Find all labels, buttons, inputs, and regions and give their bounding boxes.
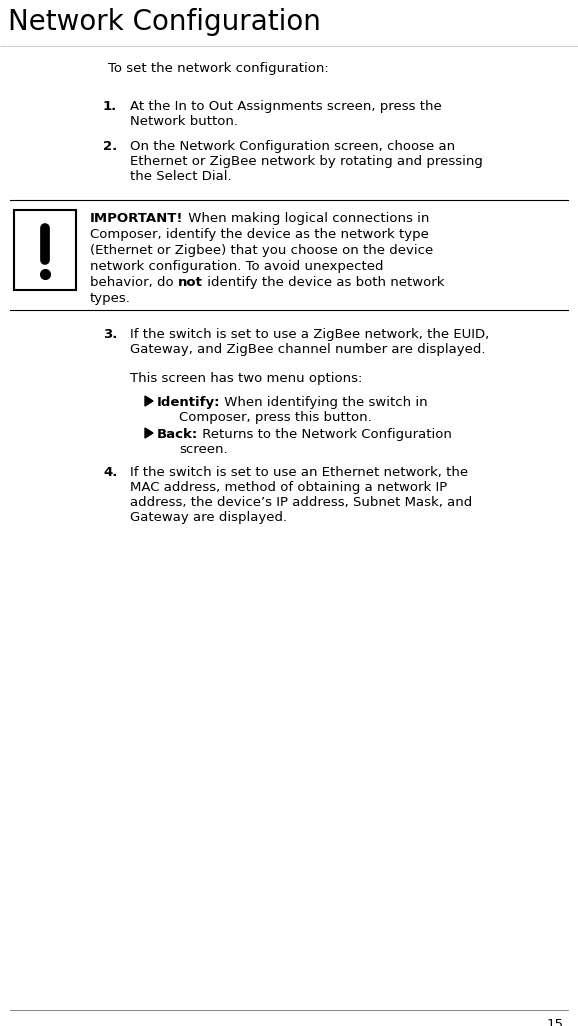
Text: address, the device’s IP address, Subnet Mask, and: address, the device’s IP address, Subnet… xyxy=(130,496,472,509)
Text: To set the network configuration:: To set the network configuration: xyxy=(108,62,329,75)
Text: 2.: 2. xyxy=(103,140,117,153)
Text: types.: types. xyxy=(90,292,131,305)
Text: Identify:: Identify: xyxy=(157,396,220,409)
Text: network configuration. To avoid unexpected: network configuration. To avoid unexpect… xyxy=(90,260,383,273)
Text: identify the device as both network: identify the device as both network xyxy=(203,276,444,289)
Text: the Select Dial.: the Select Dial. xyxy=(130,170,232,183)
Text: IMPORTANT!: IMPORTANT! xyxy=(90,212,183,225)
Text: Composer, press this button.: Composer, press this button. xyxy=(179,411,372,424)
Polygon shape xyxy=(145,428,153,438)
Text: Gateway, and ZigBee channel number are displayed.: Gateway, and ZigBee channel number are d… xyxy=(130,343,486,356)
Text: MAC address, method of obtaining a network IP: MAC address, method of obtaining a netwo… xyxy=(130,481,447,494)
Text: If the switch is set to use a ZigBee network, the EUID,: If the switch is set to use a ZigBee net… xyxy=(130,328,489,341)
Text: This screen has two menu options:: This screen has two menu options: xyxy=(130,372,362,385)
Text: At the In to Out Assignments screen, press the: At the In to Out Assignments screen, pre… xyxy=(130,100,442,113)
Text: 15: 15 xyxy=(547,1018,564,1026)
Text: Gateway are displayed.: Gateway are displayed. xyxy=(130,511,287,524)
Text: 1.: 1. xyxy=(103,100,117,113)
Text: (Ethernet or Zigbee) that you choose on the device: (Ethernet or Zigbee) that you choose on … xyxy=(90,244,434,256)
Text: Network Configuration: Network Configuration xyxy=(8,8,321,36)
Text: screen.: screen. xyxy=(179,443,228,456)
Text: Returns to the Network Configuration: Returns to the Network Configuration xyxy=(198,428,452,441)
Text: Composer, identify the device as the network type: Composer, identify the device as the net… xyxy=(90,228,429,241)
Text: not: not xyxy=(178,276,203,289)
Text: Back:: Back: xyxy=(157,428,198,441)
Text: Ethernet or ZigBee network by rotating and pressing: Ethernet or ZigBee network by rotating a… xyxy=(130,155,483,168)
Text: On the Network Configuration screen, choose an: On the Network Configuration screen, cho… xyxy=(130,140,455,153)
Text: 3.: 3. xyxy=(103,328,117,341)
Text: Network button.: Network button. xyxy=(130,115,238,128)
Polygon shape xyxy=(145,396,153,406)
Text: If the switch is set to use an Ethernet network, the: If the switch is set to use an Ethernet … xyxy=(130,466,468,479)
Text: behavior, do: behavior, do xyxy=(90,276,178,289)
Text: When identifying the switch in: When identifying the switch in xyxy=(220,396,428,409)
FancyBboxPatch shape xyxy=(14,210,76,290)
Text: When making logical connections in: When making logical connections in xyxy=(183,212,429,225)
Text: 4.: 4. xyxy=(103,466,117,479)
